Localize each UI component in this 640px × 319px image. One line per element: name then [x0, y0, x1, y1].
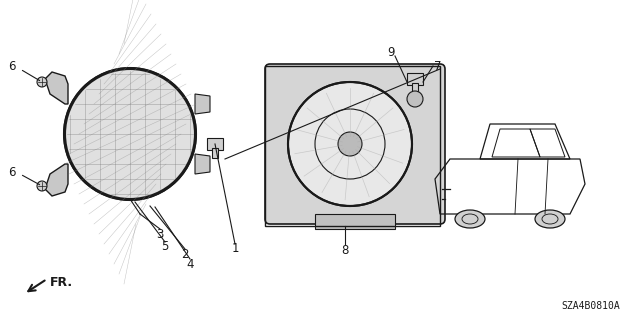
Bar	[212, 148, 218, 158]
Polygon shape	[45, 72, 68, 104]
Ellipse shape	[455, 210, 485, 228]
Text: 8: 8	[341, 244, 349, 257]
Text: 4: 4	[186, 257, 194, 271]
Text: 1: 1	[231, 242, 239, 256]
Text: 5: 5	[161, 241, 169, 254]
Circle shape	[37, 77, 47, 87]
Bar	[412, 83, 418, 93]
Text: 9: 9	[387, 46, 395, 58]
Text: 7: 7	[435, 60, 442, 72]
Circle shape	[64, 68, 196, 200]
Circle shape	[288, 82, 412, 206]
Bar	[407, 73, 423, 85]
Circle shape	[37, 181, 47, 191]
Text: 6: 6	[8, 61, 16, 73]
Text: 2: 2	[181, 248, 189, 261]
Polygon shape	[45, 164, 68, 196]
Circle shape	[407, 91, 423, 107]
Bar	[207, 138, 223, 150]
Polygon shape	[195, 154, 210, 174]
Ellipse shape	[535, 210, 565, 228]
Text: FR.: FR.	[50, 276, 73, 288]
Circle shape	[338, 132, 362, 156]
Text: 3: 3	[156, 227, 164, 241]
Bar	[265, 66, 440, 226]
Text: 6: 6	[8, 166, 16, 179]
Polygon shape	[195, 94, 210, 114]
FancyBboxPatch shape	[265, 64, 445, 224]
Bar	[315, 214, 395, 229]
Text: SZA4B0810A: SZA4B0810A	[561, 301, 620, 311]
